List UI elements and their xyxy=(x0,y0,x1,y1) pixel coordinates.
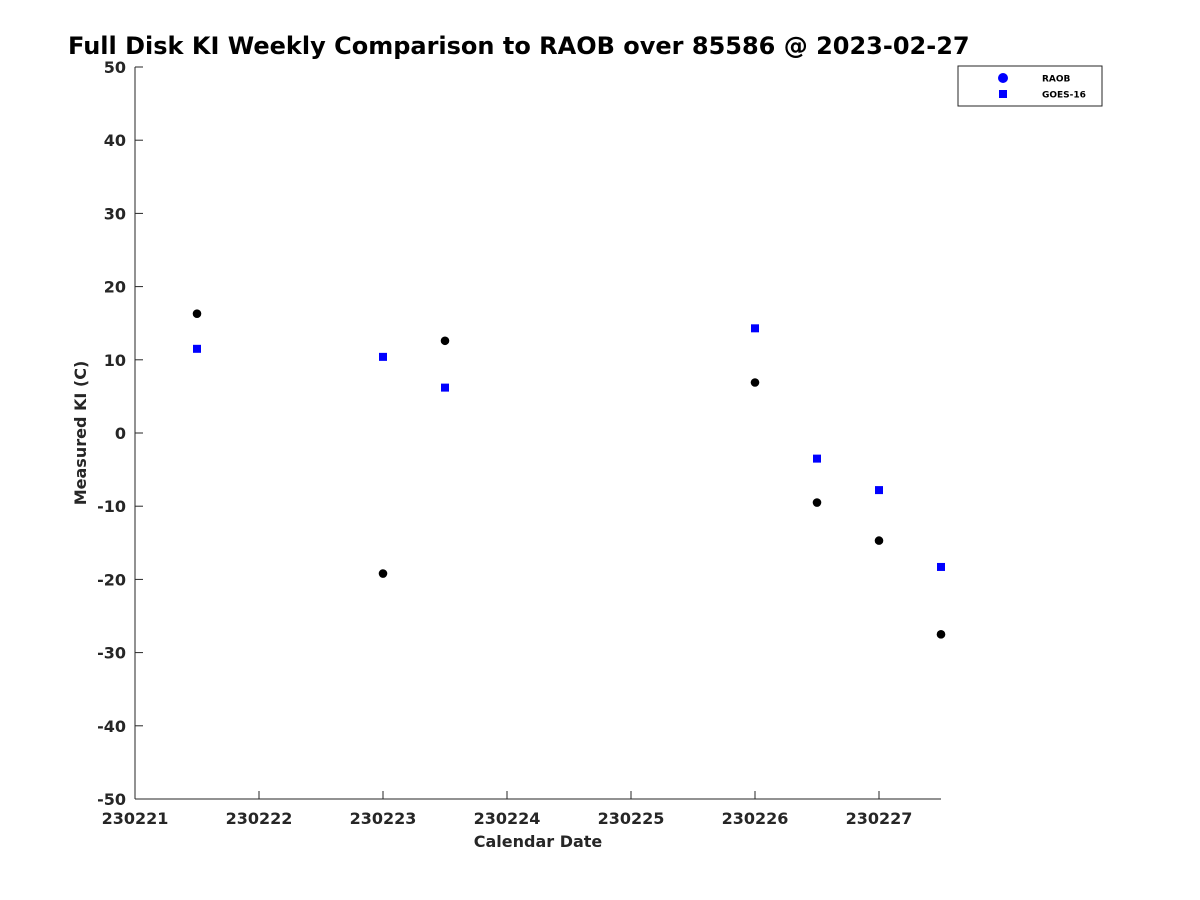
raob-point xyxy=(936,630,946,639)
legend: RAOB GOES-16 xyxy=(957,65,1103,107)
y-tick-label: 50 xyxy=(104,58,126,77)
x-tick-label: 230227 xyxy=(846,809,913,828)
x-tick-label: 230224 xyxy=(474,809,541,828)
goes16-point xyxy=(379,352,387,361)
y-tick-label: 40 xyxy=(104,131,126,150)
y-tick-label: -10 xyxy=(97,497,126,516)
x-tick-label: 230226 xyxy=(722,809,789,828)
y-tick-label: -20 xyxy=(97,570,126,589)
x-tick-label: 230223 xyxy=(350,809,417,828)
goes16-point xyxy=(441,383,449,392)
goes16-point xyxy=(193,344,201,353)
legend-label-goes16: GOES-16 xyxy=(1042,91,1086,101)
y-tick-label: 10 xyxy=(104,351,126,370)
x-tick-label: 230221 xyxy=(102,809,169,828)
raob-point xyxy=(812,498,822,507)
raob-point xyxy=(874,536,884,545)
goes16-point xyxy=(813,454,821,463)
y-axis-label: Measured KI (C) xyxy=(71,361,90,506)
goes16-point xyxy=(751,324,759,333)
y-tick-label: 20 xyxy=(104,278,126,297)
legend-label-raob: RAOB xyxy=(1042,75,1071,85)
y-tick-label: -30 xyxy=(97,644,126,663)
y-tick-label: -50 xyxy=(97,790,126,809)
y-tick-label: -40 xyxy=(97,717,126,736)
x-axis-label: Calendar Date xyxy=(474,832,603,851)
raob-point xyxy=(440,336,450,346)
legend-marker-goes16 xyxy=(999,90,1007,98)
axes xyxy=(134,67,941,800)
raob-point xyxy=(750,378,760,387)
goes16-point xyxy=(875,486,883,495)
y-tick-label: 30 xyxy=(104,204,126,223)
ticks: -50 -40 -30 -20 -10 0 10 20 30 40 50 230221 230222 23… xyxy=(97,58,912,828)
legend-box xyxy=(957,65,1103,107)
x-tick-label: 230225 xyxy=(598,809,665,828)
data-points xyxy=(192,309,946,639)
y-tick-label: 0 xyxy=(115,424,126,443)
legend-marker-raob xyxy=(998,73,1008,83)
goes16-point xyxy=(937,562,945,571)
raob-point xyxy=(192,309,202,318)
raob-point xyxy=(378,569,388,578)
x-tick-label: 230222 xyxy=(226,809,293,828)
chart-title: Full Disk KI Weekly Comparison to RAOB o… xyxy=(68,32,970,60)
